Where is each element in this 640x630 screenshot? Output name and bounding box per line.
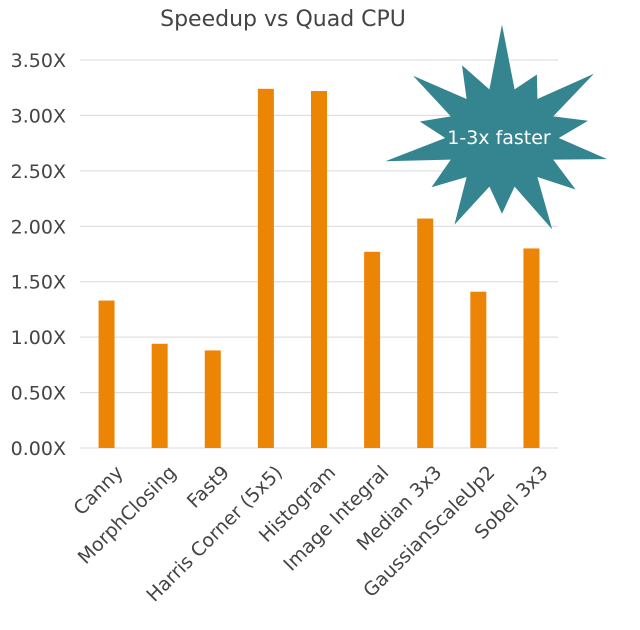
y-tick-label: 3.50X: [11, 50, 66, 72]
y-axis-tick-labels: 0.00X 0.50X 1.00X 1.50X 2.00X 2.50X 3.00X 3.50X: [11, 50, 66, 460]
x-category-label: MorphClosing: [74, 462, 181, 569]
bars: [98, 88, 540, 448]
bar: [311, 91, 327, 448]
chart-title: Speedup vs Quad CPU: [160, 7, 406, 32]
y-tick-label: 1.00X: [11, 327, 66, 349]
bar: [204, 350, 221, 448]
y-tick-label: 2.00X: [11, 216, 66, 238]
bar: [523, 248, 540, 448]
y-tick-label: 0.50X: [11, 383, 66, 405]
bar: [257, 88, 274, 448]
bar: [98, 300, 115, 448]
bar: [470, 291, 487, 448]
y-tick-label: 2.50X: [11, 161, 66, 183]
starburst-label: 1-3x faster: [447, 127, 551, 149]
starburst-shape: [385, 24, 608, 230]
y-tick-label: 0.00X: [11, 438, 66, 460]
bar: [417, 218, 434, 448]
x-category-label: Fast9: [183, 462, 234, 513]
bar: [364, 251, 381, 448]
bar: [151, 343, 168, 448]
starburst-annotation: 1-3x faster: [385, 24, 608, 230]
y-tick-label: 3.00X: [11, 105, 66, 127]
y-tick-label: 1.50X: [11, 272, 66, 294]
